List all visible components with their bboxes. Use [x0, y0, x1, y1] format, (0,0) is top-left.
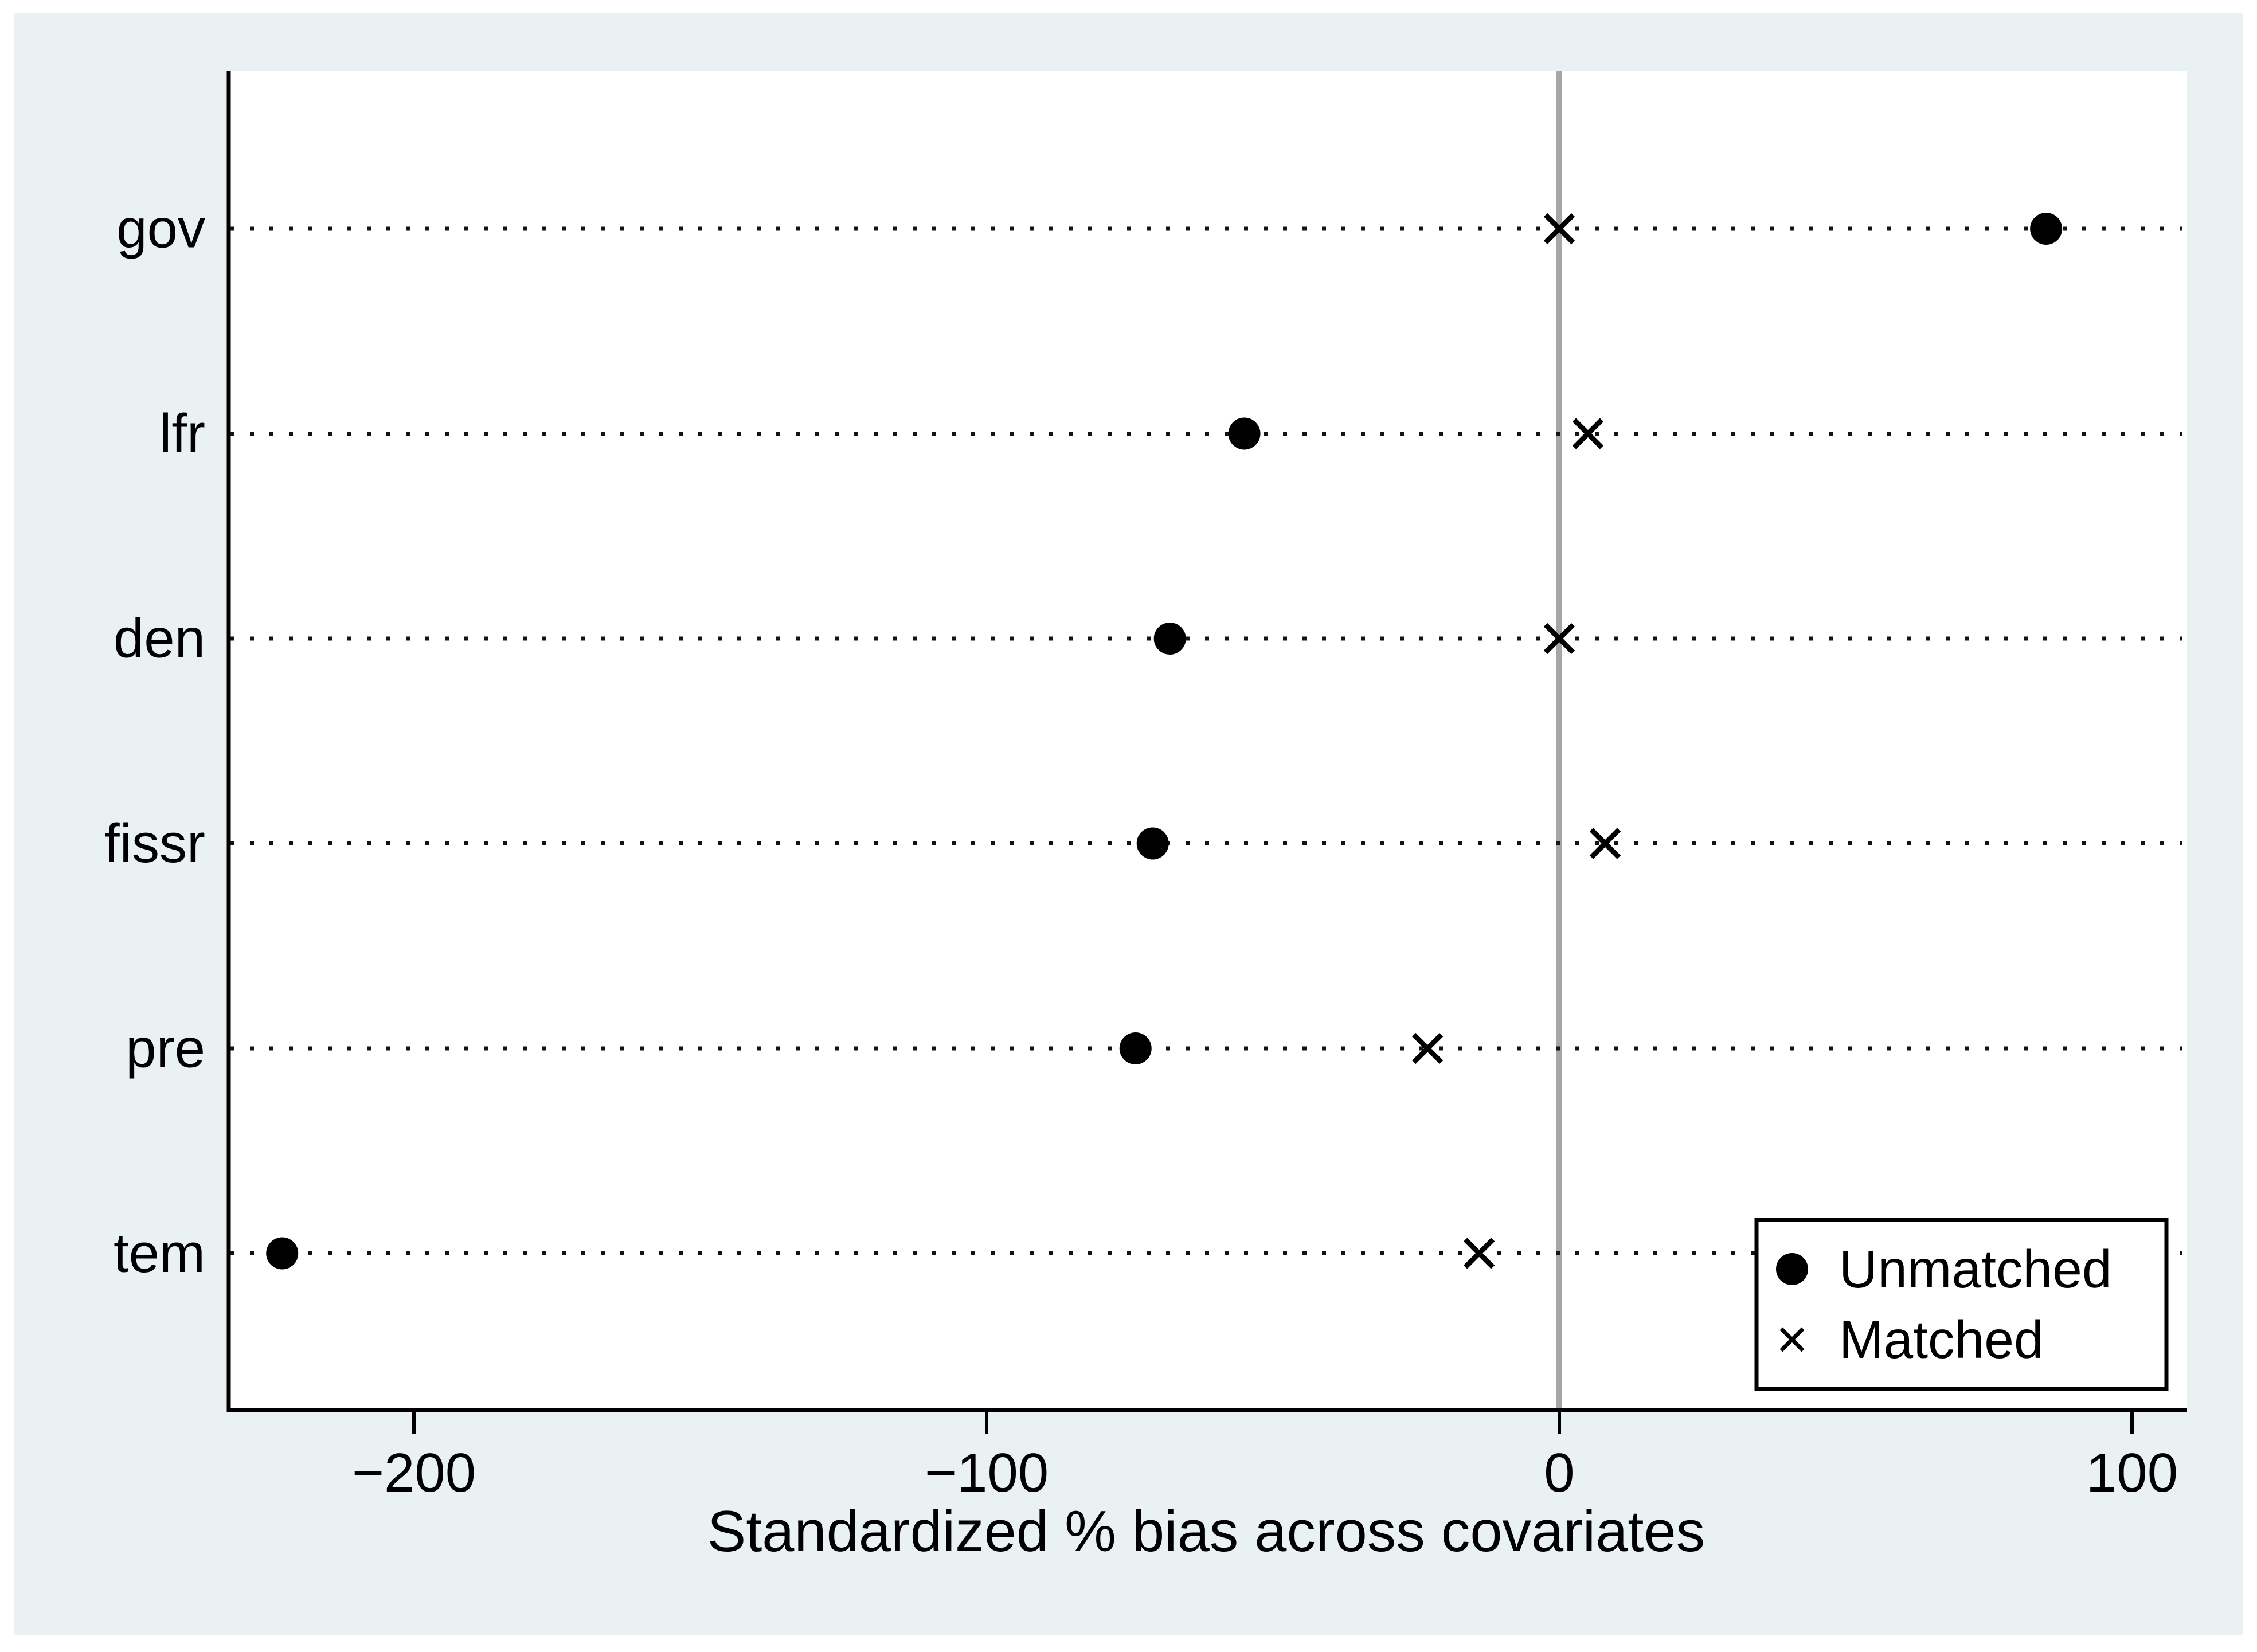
- matched-marker-stroke: [1589, 828, 1621, 859]
- unmatched-marker-lfr: [1228, 417, 1261, 450]
- dotted-gridlines: [230, 226, 2182, 1255]
- matched-marker-stroke: [1463, 1238, 1495, 1269]
- matched-marker-stroke: [1543, 623, 1575, 655]
- x-tick-label-0: 0: [1544, 1442, 1574, 1504]
- matched-marker-gov: [1543, 213, 1575, 245]
- legend: Unmatched Matched: [1754, 1218, 2169, 1391]
- axis-lines: [226, 71, 2187, 1412]
- matched-marker-pre: [1412, 1032, 1444, 1064]
- matched-marker-stroke: [1412, 1032, 1444, 1064]
- unmatched-marker-den: [1153, 623, 1186, 655]
- category-label-pre: pre: [126, 1018, 205, 1079]
- matched-marker-den: [1543, 623, 1575, 655]
- matched-marker-fissr: [1589, 828, 1621, 859]
- x-tick-label--100: −100: [925, 1442, 1049, 1504]
- category-label-gov: gov: [116, 198, 205, 260]
- x-axis-title: Standardized % bias across covariates: [707, 1500, 1705, 1564]
- unmatched-marker-tem: [266, 1237, 299, 1270]
- category-label-fissr: fissr: [104, 813, 205, 874]
- category-label-den: den: [114, 608, 205, 670]
- category-label-tem: tem: [114, 1223, 205, 1284]
- matched-marker-stroke: [1572, 418, 1604, 449]
- matched-marker-lfr: [1572, 418, 1604, 449]
- y-axis-category-labels: gov lfr den fissr pre tem: [104, 198, 205, 1285]
- matched-marker-stroke: [1543, 213, 1575, 245]
- x-axis-ticks: −200 −100 0 100: [352, 1412, 2178, 1504]
- x-tick-label--200: −200: [352, 1442, 476, 1504]
- legend-box: [1754, 1218, 2169, 1391]
- legend-item-matched: Matched: [1779, 1310, 2044, 1369]
- unmatched-marker-pre: [1119, 1032, 1152, 1064]
- legend-label-unmatched: Unmatched: [1839, 1239, 2112, 1299]
- plot-area: [229, 71, 2187, 1410]
- data-markers: [266, 213, 2063, 1270]
- x-tick-label-100: 100: [2086, 1442, 2178, 1504]
- category-label-lfr: lfr: [159, 403, 205, 464]
- unmatched-circle-icon: [1776, 1253, 1808, 1285]
- legend-item-unmatched: Unmatched: [1776, 1239, 2112, 1299]
- unmatched-marker-gov: [2030, 213, 2063, 245]
- matched-marker-tem: [1463, 1238, 1495, 1269]
- unmatched-marker-fissr: [1136, 827, 1169, 860]
- legend-label-matched: Matched: [1839, 1310, 2044, 1369]
- matched-x-icon: [1779, 1327, 1805, 1352]
